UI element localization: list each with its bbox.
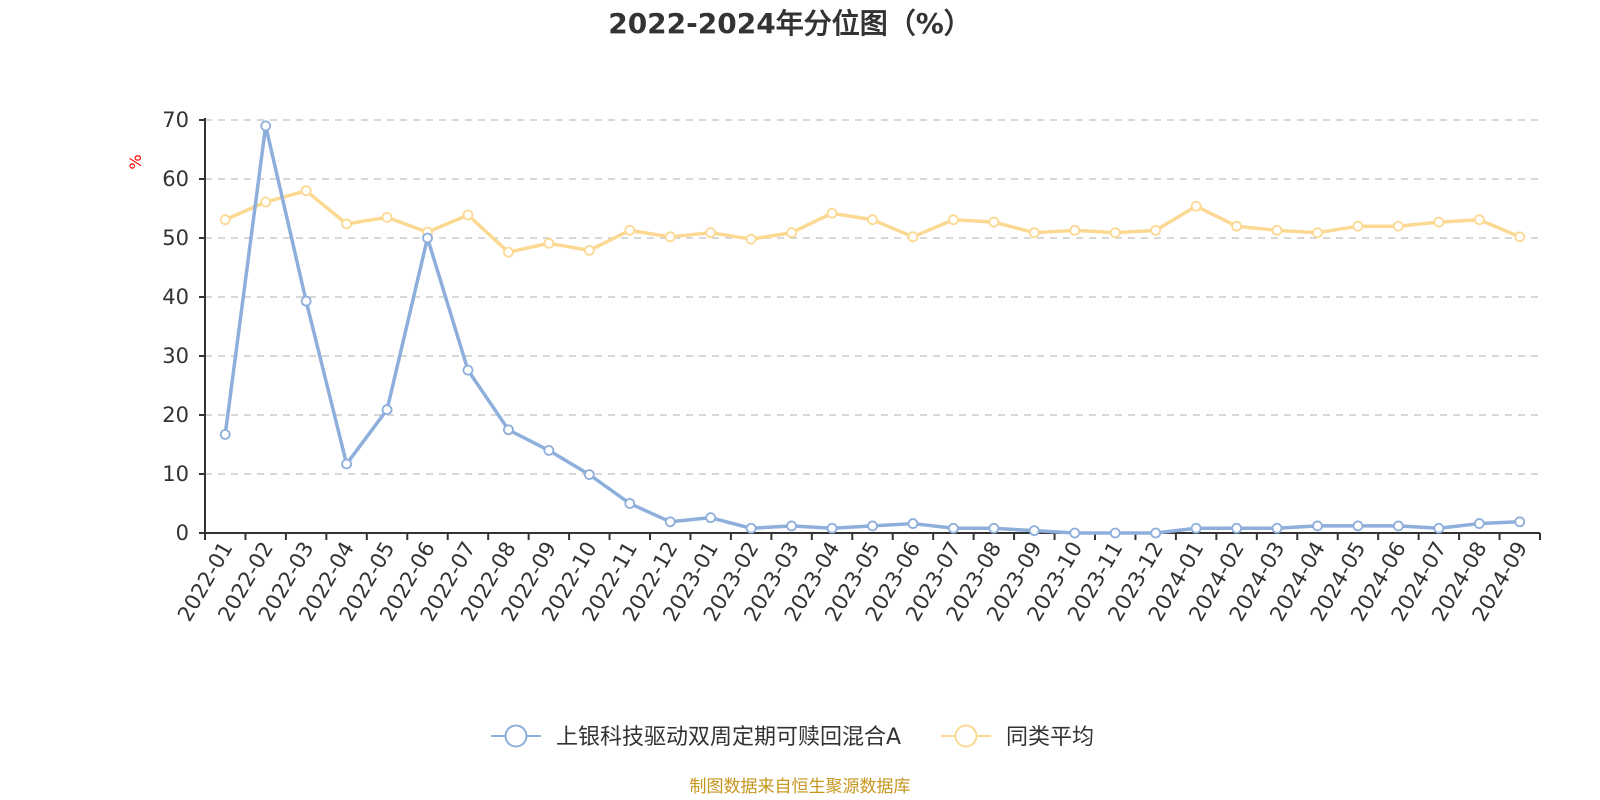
data-point[interactable] bbox=[1514, 231, 1526, 243]
data-point[interactable] bbox=[1069, 527, 1081, 539]
data-point[interactable] bbox=[341, 218, 352, 230]
data-point[interactable] bbox=[988, 216, 1000, 228]
data-point[interactable] bbox=[1028, 525, 1040, 537]
y-axis-unit: % bbox=[126, 154, 145, 169]
gridlines bbox=[205, 119, 1540, 475]
data-point[interactable] bbox=[1352, 220, 1364, 232]
y-tick-label: 20 bbox=[162, 403, 189, 427]
data-point[interactable] bbox=[745, 522, 757, 534]
data-point[interactable] bbox=[1514, 516, 1526, 528]
y-tick-label: 40 bbox=[162, 285, 189, 309]
data-point[interactable] bbox=[907, 518, 919, 529]
data-point[interactable] bbox=[1109, 227, 1121, 239]
data-point[interactable] bbox=[583, 469, 595, 480]
series-1 bbox=[219, 185, 1526, 258]
data-point[interactable] bbox=[624, 224, 636, 236]
data-point[interactable] bbox=[260, 120, 272, 132]
data-point[interactable] bbox=[745, 233, 757, 245]
data-point[interactable] bbox=[503, 246, 514, 258]
data-point[interactable] bbox=[867, 520, 878, 532]
legend-label: 同类平均 bbox=[1006, 725, 1094, 750]
data-point[interactable] bbox=[422, 232, 433, 244]
data-point[interactable] bbox=[1271, 224, 1283, 236]
legend-marker bbox=[954, 724, 978, 748]
data-point[interactable] bbox=[219, 429, 231, 440]
legend-marker bbox=[504, 724, 528, 748]
y-tick-label: 60 bbox=[162, 167, 189, 191]
data-point[interactable] bbox=[786, 227, 797, 239]
data-point[interactable] bbox=[219, 214, 231, 226]
series-0 bbox=[219, 120, 1526, 539]
data-point[interactable] bbox=[826, 522, 838, 534]
data-point[interactable] bbox=[907, 231, 919, 243]
data-point[interactable] bbox=[1109, 527, 1121, 539]
data-point[interactable] bbox=[341, 458, 352, 470]
y-tick-label: 30 bbox=[162, 344, 189, 368]
data-point[interactable] bbox=[543, 237, 555, 249]
data-point[interactable] bbox=[664, 516, 676, 528]
y-tick-label: 0 bbox=[176, 521, 189, 545]
y-tick-label: 10 bbox=[162, 462, 189, 486]
data-point[interactable] bbox=[583, 244, 595, 256]
data-point[interactable] bbox=[260, 196, 272, 208]
data-source-note: 制图数据来自恒生聚源数据库 bbox=[690, 777, 911, 797]
data-point[interactable] bbox=[826, 207, 838, 219]
data-point[interactable] bbox=[705, 227, 717, 239]
data-point[interactable] bbox=[1150, 224, 1162, 236]
data-point[interactable] bbox=[1150, 527, 1162, 539]
data-point[interactable] bbox=[503, 424, 514, 436]
data-point[interactable] bbox=[381, 404, 393, 416]
legend-label: 上银科技驱动双周定期可赎回混合A bbox=[556, 725, 901, 750]
data-point[interactable] bbox=[1069, 224, 1081, 236]
data-point[interactable] bbox=[988, 522, 1000, 534]
data-point[interactable] bbox=[1393, 520, 1404, 532]
chart-title: 2022-2024年分位图（%） bbox=[608, 7, 972, 40]
data-point[interactable] bbox=[1352, 520, 1364, 532]
data-point[interactable] bbox=[867, 214, 878, 226]
data-point[interactable] bbox=[664, 231, 676, 243]
data-point[interactable] bbox=[1271, 522, 1283, 534]
y-tick-label: 50 bbox=[162, 226, 189, 250]
data-point[interactable] bbox=[300, 295, 312, 307]
data-point[interactable] bbox=[705, 512, 717, 524]
data-point[interactable] bbox=[381, 211, 393, 223]
axes bbox=[204, 118, 1540, 534]
data-point[interactable] bbox=[462, 364, 474, 376]
legend[interactable]: 上银科技驱动双周定期可赎回混合A 同类平均 bbox=[491, 724, 1094, 750]
data-point[interactable] bbox=[1028, 227, 1040, 239]
data-point[interactable] bbox=[624, 498, 636, 509]
data-point[interactable] bbox=[543, 444, 555, 456]
data-point[interactable] bbox=[1473, 214, 1485, 226]
y-tick-label: 70 bbox=[162, 108, 189, 132]
data-point[interactable] bbox=[462, 209, 474, 221]
data-point[interactable] bbox=[1190, 522, 1202, 534]
y-axis-ticks: 0 10 20 30 40 50 60 70 bbox=[162, 108, 205, 545]
series-line bbox=[223, 124, 1520, 535]
x-axis-ticks: 2022-012022-022022-032022-042022-052022-… bbox=[173, 533, 1541, 625]
data-point[interactable] bbox=[1433, 216, 1445, 228]
data-point[interactable] bbox=[1231, 522, 1242, 534]
data-point[interactable] bbox=[1190, 200, 1202, 212]
data-point[interactable] bbox=[1231, 220, 1242, 232]
data-point[interactable] bbox=[1433, 522, 1445, 534]
data-point[interactable] bbox=[1393, 220, 1404, 232]
data-point[interactable] bbox=[300, 185, 312, 197]
data-point[interactable] bbox=[948, 522, 959, 534]
legend-item-0[interactable]: 上银科技驱动双周定期可赎回混合A bbox=[491, 724, 901, 750]
series-lines bbox=[219, 120, 1526, 539]
data-point[interactable] bbox=[1312, 520, 1323, 532]
data-point[interactable] bbox=[1473, 518, 1485, 529]
data-point[interactable] bbox=[948, 214, 959, 226]
data-point[interactable] bbox=[1312, 227, 1323, 239]
data-point[interactable] bbox=[786, 520, 797, 532]
legend-item-1[interactable]: 同类平均 bbox=[941, 724, 1094, 750]
